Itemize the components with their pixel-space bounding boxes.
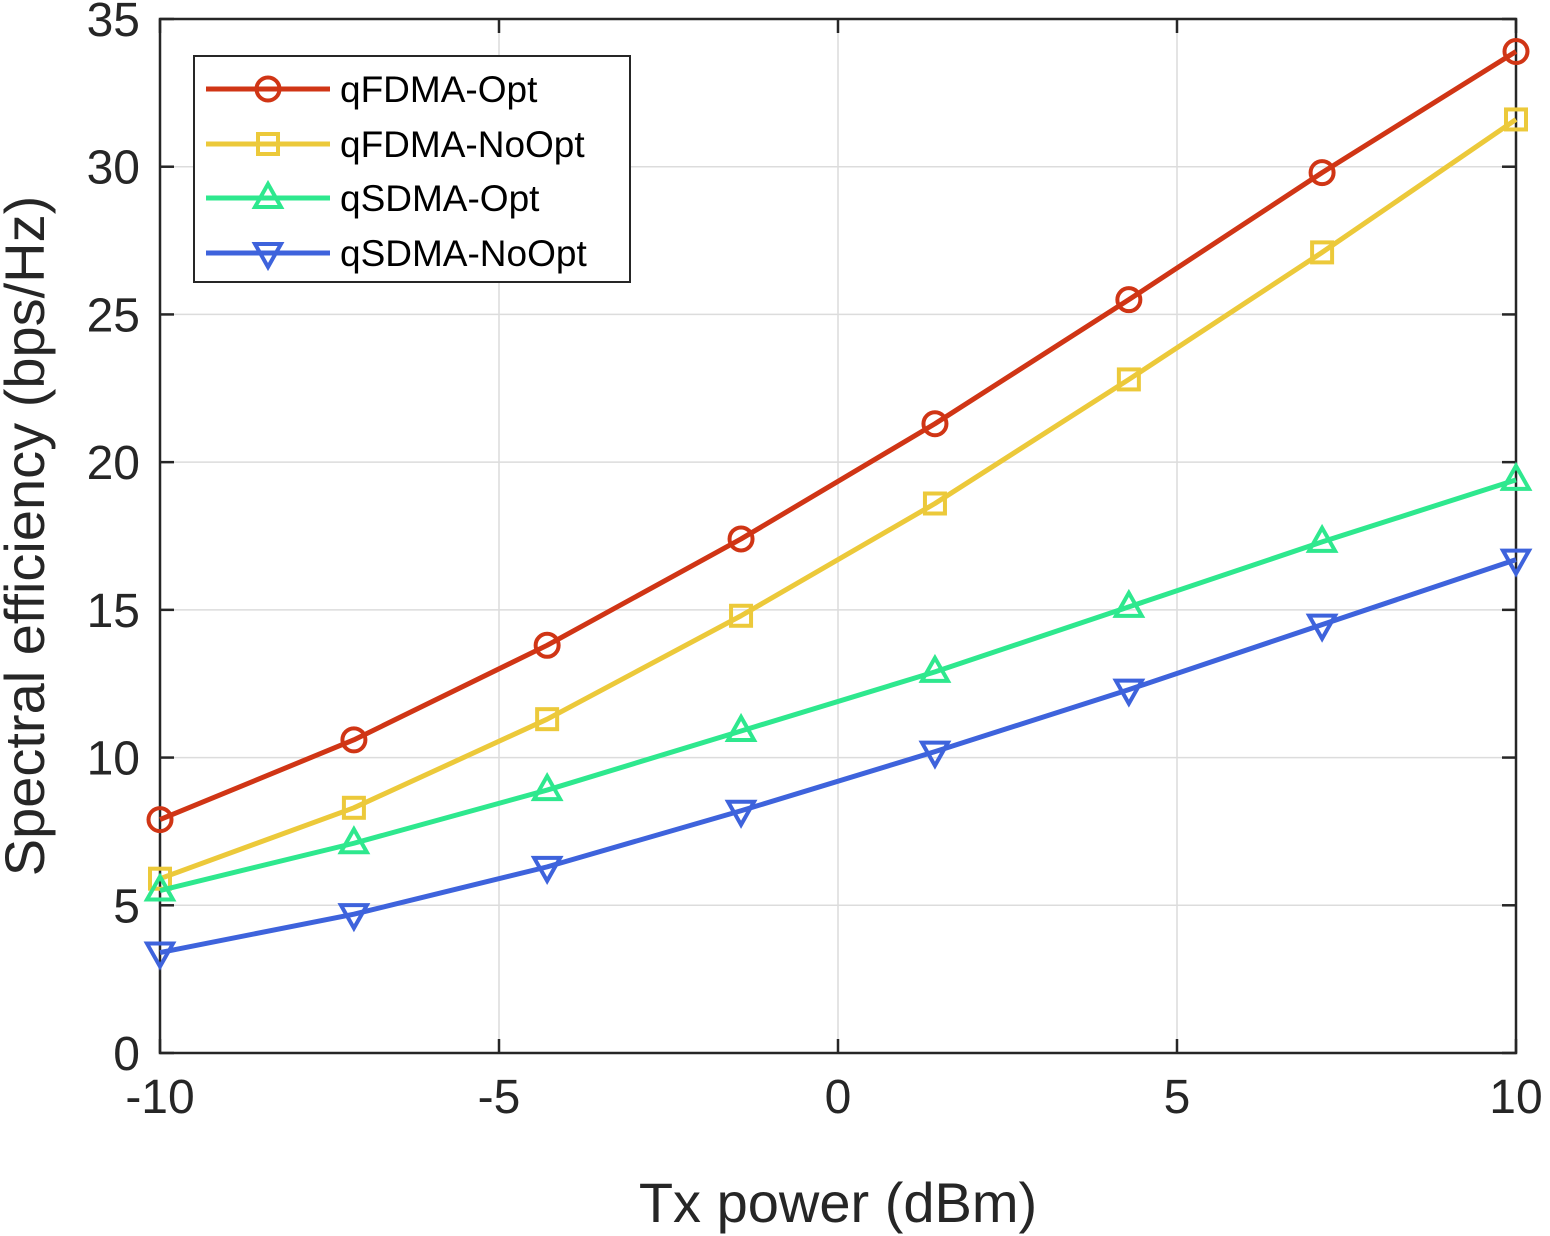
y-tick-label: 20 bbox=[87, 437, 140, 490]
series-line-qsdma-noopt bbox=[159, 557, 1517, 956]
data-point-qsdma-opt bbox=[1112, 588, 1146, 618]
x-tick-label: 0 bbox=[825, 1071, 852, 1124]
series-qfdma-opt bbox=[146, 37, 1530, 834]
data-point-qfdma-noopt bbox=[341, 795, 366, 820]
data-point-qfdma-noopt bbox=[535, 707, 560, 732]
legend-entry-qfdma-noopt: qFDMA-NoOpt bbox=[206, 124, 585, 165]
legend: qFDMA-Opt qFDMA-NoOpt qSDMA-Opt qSDMA-NoOpt bbox=[193, 55, 631, 283]
y-tick-label: 15 bbox=[87, 585, 140, 638]
x-tick-label: -5 bbox=[478, 1071, 521, 1124]
series-qfdma-noopt bbox=[148, 107, 1528, 891]
y-tick-label: 0 bbox=[113, 1028, 140, 1081]
data-point-qsdma-opt bbox=[918, 653, 952, 683]
series-line-qfdma-noopt bbox=[159, 117, 1518, 882]
data-point-qfdma-noopt bbox=[1310, 240, 1335, 265]
data-point-qfdma-opt bbox=[921, 410, 949, 438]
data-point-qfdma-opt bbox=[340, 726, 368, 754]
y-axis-label: Spectral efficiency (bps/Hz) bbox=[0, 196, 56, 877]
data-point-qsdma-noopt bbox=[1112, 678, 1146, 708]
data-point-qfdma-opt bbox=[533, 631, 561, 659]
x-tick-label: -10 bbox=[125, 1071, 194, 1124]
data-point-qsdma-opt bbox=[337, 825, 371, 855]
legend-label: qSDMA-NoOpt bbox=[340, 233, 587, 274]
series-line-qsdma-opt bbox=[159, 477, 1517, 893]
y-tick-label: 35 bbox=[87, 0, 140, 47]
data-point-qsdma-noopt bbox=[337, 903, 371, 933]
data-point-qfdma-noopt bbox=[922, 491, 947, 516]
legend-marker bbox=[251, 242, 285, 272]
legend-label: qFDMA-Opt bbox=[340, 69, 538, 110]
legend-entry-qsdma-opt: qSDMA-Opt bbox=[206, 178, 540, 219]
data-point-qfdma-opt bbox=[727, 525, 755, 553]
data-point-qfdma-opt bbox=[1502, 37, 1530, 65]
legend-marker bbox=[251, 179, 285, 209]
legend-entry-qfdma-opt: qFDMA-Opt bbox=[206, 69, 538, 110]
data-point-qsdma-noopt bbox=[724, 799, 758, 829]
x-axis-label: Tx power (dBm) bbox=[639, 1171, 1037, 1234]
y-tick-label: 5 bbox=[113, 880, 140, 933]
series-line-qfdma-opt bbox=[159, 49, 1518, 822]
data-point-qfdma-opt bbox=[1115, 286, 1143, 314]
data-point-qfdma-noopt bbox=[1504, 107, 1528, 132]
data-point-qsdma-noopt bbox=[918, 740, 952, 770]
x-tick-label: 5 bbox=[1164, 1071, 1191, 1124]
data-point-qsdma-noopt bbox=[1305, 613, 1339, 643]
data-point-qfdma-opt bbox=[146, 806, 174, 834]
y-tick-label: 10 bbox=[87, 733, 140, 786]
data-point-qsdma-opt bbox=[1499, 461, 1533, 491]
series-lines bbox=[143, 37, 1533, 971]
x-tick-label: 10 bbox=[1489, 1071, 1542, 1124]
data-point-qfdma-noopt bbox=[1116, 367, 1141, 392]
legend-marker bbox=[256, 132, 280, 156]
data-point-qfdma-noopt bbox=[729, 603, 754, 628]
axis-ticks: -10 -5 0 5 10 0 5 10 15 20 25 30 35 bbox=[87, 0, 1543, 1124]
legend-marker bbox=[254, 75, 282, 103]
y-tick-label: 30 bbox=[87, 142, 140, 195]
legend-label: qFDMA-NoOpt bbox=[340, 124, 585, 165]
data-point-qsdma-opt bbox=[530, 772, 564, 802]
grid bbox=[159, 18, 1517, 1054]
data-point-qfdma-opt bbox=[1308, 159, 1336, 187]
y-tick-label: 25 bbox=[87, 289, 140, 342]
series-qsdma-opt bbox=[143, 461, 1533, 902]
data-point-qsdma-opt bbox=[143, 872, 177, 902]
series-qsdma-noopt bbox=[143, 548, 1533, 971]
data-point-qsdma-noopt bbox=[143, 941, 177, 971]
data-point-qsdma-noopt bbox=[1499, 548, 1533, 578]
legend-entry-qsdma-noopt: qSDMA-NoOpt bbox=[206, 233, 587, 274]
data-point-qsdma-opt bbox=[1305, 523, 1339, 553]
data-point-qsdma-noopt bbox=[530, 855, 564, 885]
data-point-qsdma-opt bbox=[724, 712, 758, 742]
legend-label: qSDMA-Opt bbox=[340, 178, 540, 219]
